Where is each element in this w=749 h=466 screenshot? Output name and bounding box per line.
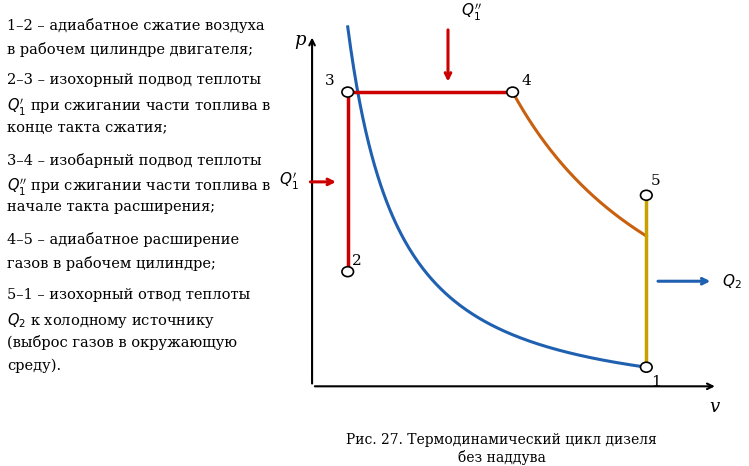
Circle shape: [507, 87, 518, 97]
Text: $Q_1''$ при сжигании части топлива в: $Q_1''$ при сжигании части топлива в: [7, 177, 272, 198]
Text: 4: 4: [521, 74, 531, 88]
Circle shape: [640, 362, 652, 372]
Circle shape: [342, 267, 354, 277]
Text: 2: 2: [352, 254, 362, 268]
Text: в рабочем цилиндре двигателя;: в рабочем цилиндре двигателя;: [7, 42, 254, 57]
Text: $Q_2$ к холодному источнику: $Q_2$ к холодному источнику: [7, 311, 215, 330]
Text: Рис. 27. Термодинамический цикл дизеля
без наддува: Рис. 27. Термодинамический цикл дизеля б…: [347, 433, 657, 465]
Text: p: p: [294, 31, 306, 49]
Text: начале такта расширения;: начале такта расширения;: [7, 200, 216, 214]
Circle shape: [342, 87, 354, 97]
Text: газов в рабочем цилиндре;: газов в рабочем цилиндре;: [7, 256, 216, 271]
Text: $Q_1'$ при сжигании части топлива в: $Q_1'$ при сжигании части топлива в: [7, 97, 272, 118]
Text: 5–1 – изохорный отвод теплоты: 5–1 – изохорный отвод теплоты: [7, 288, 251, 302]
Text: $Q_2$: $Q_2$: [722, 272, 742, 291]
Text: среду).: среду).: [7, 359, 61, 373]
Text: $Q_1''$: $Q_1''$: [461, 2, 482, 23]
Circle shape: [640, 190, 652, 200]
Text: 1: 1: [651, 375, 661, 389]
Text: 2–3 – изохорный подвод теплоты: 2–3 – изохорный подвод теплоты: [7, 74, 261, 88]
Text: $Q_1'$: $Q_1'$: [279, 171, 299, 192]
Text: 1–2 – адиабатное сжатие воздуха: 1–2 – адиабатное сжатие воздуха: [7, 18, 265, 33]
Text: конце такта сжатия;: конце такта сжатия;: [7, 121, 168, 135]
Text: 3–4 – изобарный подвод теплоты: 3–4 – изобарный подвод теплоты: [7, 153, 262, 168]
Text: 5: 5: [651, 174, 661, 188]
Text: (выброс газов в окружающую: (выброс газов в окружающую: [7, 335, 237, 350]
Text: 4–5 – адиабатное расширение: 4–5 – адиабатное расширение: [7, 232, 240, 247]
Text: v: v: [710, 398, 720, 416]
Text: 3: 3: [325, 74, 334, 88]
